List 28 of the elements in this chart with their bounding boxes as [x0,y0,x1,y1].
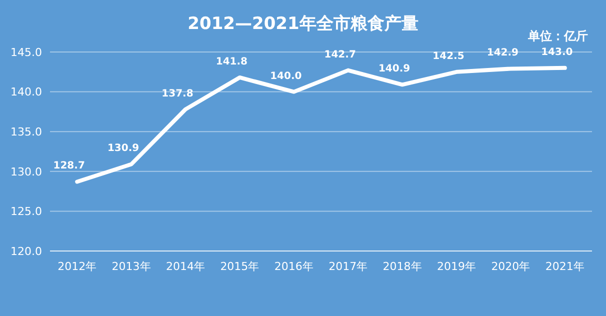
chart-title: 2012—2021年全市粮食产量 [188,14,418,34]
data-label: 140.0 [270,70,302,82]
x-tick-label: 2015年 [220,260,260,273]
y-tick-label: 135.0 [10,125,42,138]
y-tick-label: 145.0 [10,46,42,59]
x-tick-label: 2016年 [274,260,314,273]
x-tick-label: 2012年 [58,260,97,273]
y-tick-label: 130.0 [10,165,42,178]
data-label: 140.9 [378,64,410,75]
y-tick-label: 125.0 [10,205,42,218]
data-label: 143.0 [541,46,573,58]
x-tick-label: 2014年 [166,260,205,273]
y-tick-label: 120.0 [10,244,42,258]
data-label: 141.8 [216,56,248,68]
data-label: 142.7 [324,49,356,60]
y-tick-label: 140.0 [10,86,42,99]
x-tick-label: 2019年 [437,260,476,273]
text: 单位：亿斤 [527,29,588,43]
x-tick-label: 2017年 [328,260,368,273]
data-label: 130.9 [107,143,140,154]
x-tick-label: 2021年 [545,260,584,273]
x-tick-label: 2013年 [112,260,151,273]
data-label: 137.8 [162,88,194,100]
x-tick-label: 2020年 [491,260,530,273]
x-tick-label: 2018年 [382,260,422,273]
data-label: 142.9 [486,48,519,59]
data-label: 128.7 [53,160,85,172]
data-label: 142.5 [432,50,464,62]
